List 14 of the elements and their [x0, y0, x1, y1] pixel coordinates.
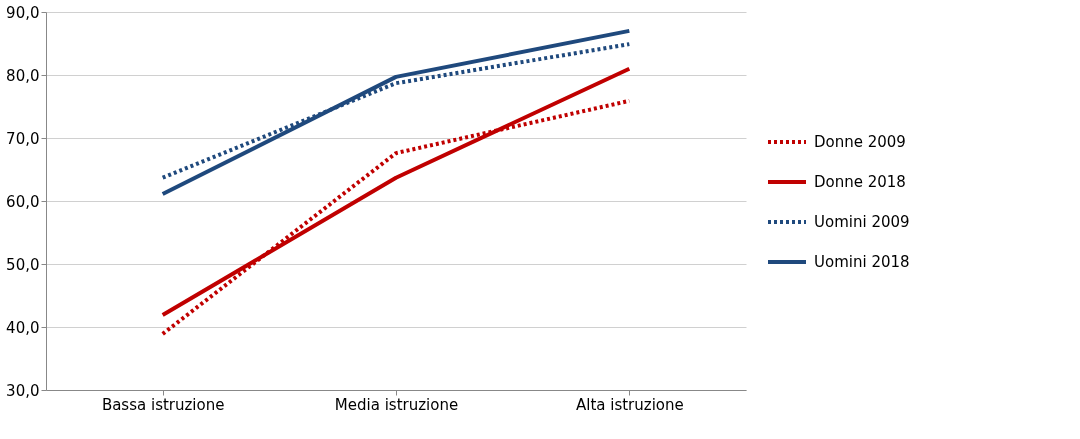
y-tick-label: 30,0	[6, 381, 40, 400]
legend-label: Uomini 2009	[814, 213, 910, 231]
y-tick-label: 40,0	[6, 318, 40, 337]
y-tick-label: 50,0	[6, 255, 40, 274]
y-tick-label: 60,0	[6, 192, 40, 211]
x-tick-label: Media istruzione	[334, 395, 459, 414]
x-tick-label: Alta istruzione	[575, 395, 684, 414]
y-tick-label: 80,0	[6, 66, 40, 85]
legend-label: Uomini 2018	[814, 253, 910, 271]
y-tick-label: 70,0	[6, 129, 40, 148]
y-tick-label: 90,0	[6, 3, 40, 22]
x-tick-label: Bassa istruzione	[101, 395, 225, 414]
legend-label: Donne 2009	[814, 133, 906, 151]
legend-label: Donne 2018	[814, 173, 906, 191]
